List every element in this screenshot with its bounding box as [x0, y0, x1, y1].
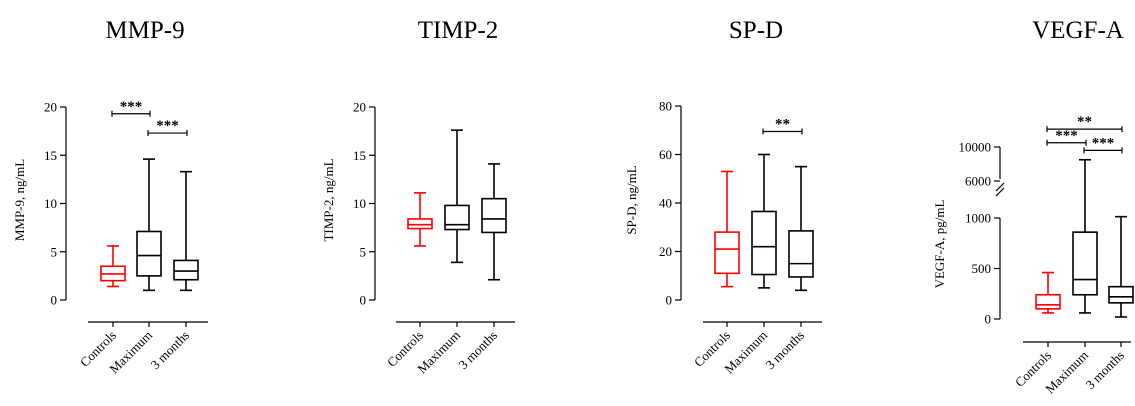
panel-title: SP-D	[729, 17, 783, 44]
significance-label: ***	[156, 118, 179, 134]
panel-timp2: TIMP-2 TIMP-2, ng/mL 05101520ControlsMax…	[321, 17, 515, 376]
x-tick-label: 3 months	[148, 328, 193, 373]
significance-label: **	[775, 116, 790, 132]
y-tick-label: 20	[44, 100, 57, 115]
x-tick-label: 3 months	[1083, 348, 1128, 393]
box-iqr	[751, 210, 777, 276]
y-tick-label: 1000	[965, 211, 991, 226]
significance-label: **	[1077, 114, 1092, 130]
panel-title: VEGF-A	[1032, 17, 1124, 44]
y-axis-label: MMP-9, ng/mL	[12, 159, 27, 241]
y-tick-label: 5	[360, 244, 367, 259]
significance-bracket: ***	[147, 118, 188, 137]
box-iqr	[714, 231, 740, 275]
y-axis-label: VEGF-A, pg/mL	[932, 200, 947, 289]
y-tick-label: 0	[51, 293, 58, 308]
y-tick-label: 10	[44, 196, 57, 211]
axis-break-mark	[995, 187, 1005, 197]
panel-vegfa: VEGF-A VEGF-A, pg/mL 05001000600010000Co…	[932, 17, 1134, 396]
box-iqr	[788, 230, 814, 278]
box-controls	[100, 245, 126, 288]
box-iqr	[444, 204, 470, 231]
y-tick-label: 15	[44, 148, 57, 163]
y-tick-label: 0	[360, 293, 367, 308]
box-iqr	[136, 230, 162, 277]
panel-mmp9: MMP-9 MMP-9, ng/mL 05101520ControlsMaxim…	[12, 17, 208, 376]
box-maximum	[751, 153, 777, 289]
box-3-months	[1108, 215, 1134, 318]
significance-bracket: ***	[111, 99, 151, 117]
significance-label: ***	[1092, 135, 1115, 151]
box-maximum	[444, 129, 470, 264]
significance-bracket: **	[1046, 114, 1123, 133]
y-tick-label: 10000	[959, 140, 992, 155]
box-iqr	[407, 218, 433, 230]
y-tick-label: 10	[353, 196, 366, 211]
y-tick-label: 6000	[965, 174, 991, 189]
significance-bracket: ***	[1046, 128, 1087, 146]
y-tick-label: 15	[353, 148, 366, 163]
y-tick-label: 20	[353, 100, 366, 115]
x-tick-label: 3 months	[456, 328, 501, 373]
box-maximum	[1072, 158, 1098, 314]
y-axis-label: TIMP-2, ng/mL	[321, 158, 336, 241]
axis-break-mark	[995, 182, 1005, 192]
y-axis-label: SP-D, ng/mL	[624, 165, 639, 234]
significance-label: ***	[1055, 128, 1078, 144]
panel-title: MMP-9	[105, 17, 184, 44]
panel-title: TIMP-2	[418, 17, 499, 44]
y-tick-label: 20	[659, 244, 672, 259]
box-3-months	[788, 165, 814, 292]
y-tick-label: 0	[985, 312, 992, 327]
box-controls	[1035, 271, 1061, 314]
box-3-months	[481, 163, 507, 281]
significance-bracket: ***	[1083, 135, 1123, 154]
panel-spd: SP-D SP-D, ng/mL 020406080ControlsMaximu…	[624, 17, 822, 376]
significance-bracket: **	[762, 116, 803, 135]
box-iqr	[1072, 231, 1098, 296]
box-3-months	[173, 170, 199, 292]
y-tick-label: 5	[51, 244, 58, 259]
box-controls	[714, 170, 740, 288]
y-tick-label: 80	[659, 99, 672, 114]
box-maximum	[136, 158, 162, 292]
box-iqr	[481, 197, 507, 234]
box-iqr	[173, 259, 199, 281]
y-tick-label: 0	[666, 293, 673, 308]
y-tick-label: 500	[972, 261, 992, 276]
box-controls	[407, 192, 433, 247]
significance-label: ***	[120, 99, 143, 115]
box-iqr	[1108, 285, 1134, 304]
y-tick-label: 60	[659, 147, 672, 162]
x-tick-label: 3 months	[763, 328, 808, 373]
y-tick-label: 40	[659, 196, 672, 211]
box-iqr	[1035, 293, 1061, 310]
